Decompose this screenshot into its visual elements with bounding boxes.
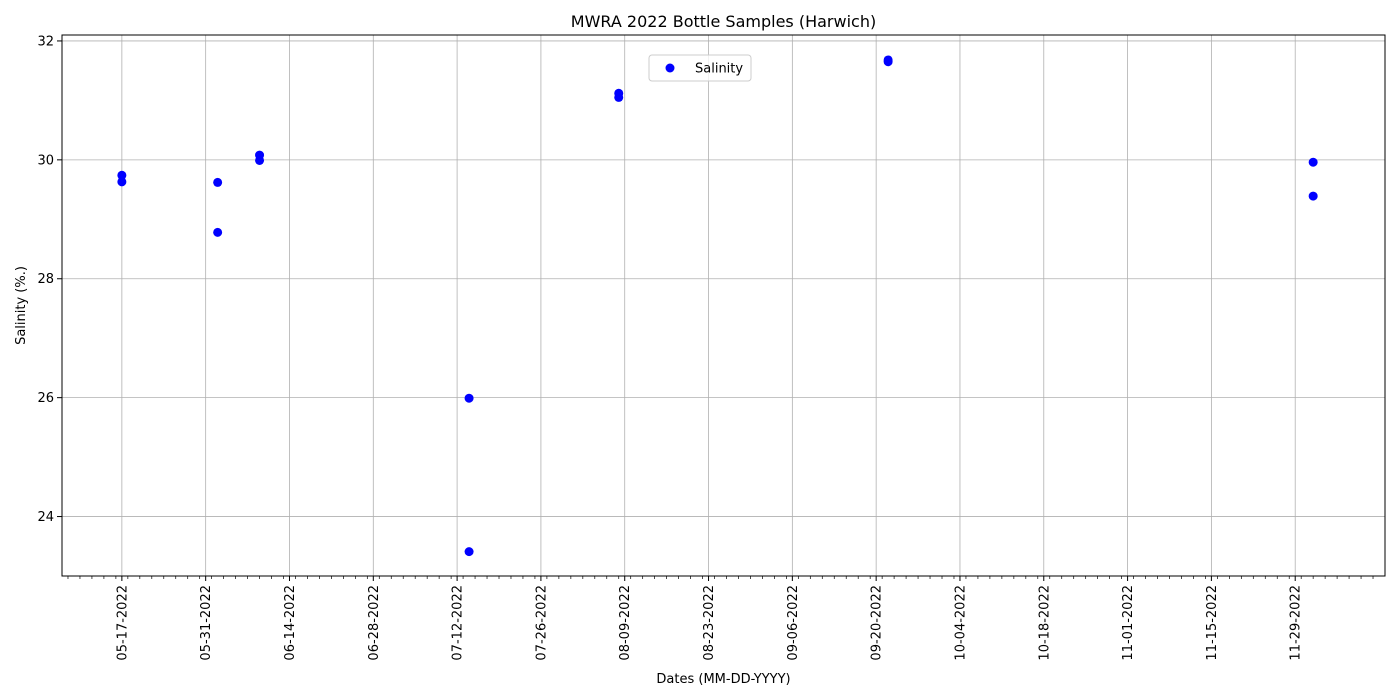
grid [62,35,1385,576]
y-axis-label: Salinity (%.) [14,266,29,345]
x-tick-label: 10-18-2022 [1037,585,1052,661]
x-tick-label: 08-23-2022 [702,585,717,661]
legend-label: Salinity [695,62,743,77]
x-tick-label: 09-06-2022 [786,585,801,661]
data-point [1308,191,1318,201]
x-tick-label: 05-31-2022 [199,585,214,661]
data-point [464,393,474,403]
x-tick-label: 11-15-2022 [1205,585,1220,661]
x-tick-label: 11-29-2022 [1289,585,1304,661]
data-point [883,57,893,67]
data-point [117,170,127,180]
data-point [117,177,127,187]
x-tick-label: 10-04-2022 [953,585,968,661]
legend-marker [665,63,675,73]
y-tick-label: 26 [37,391,54,406]
x-tick-label: 07-12-2022 [451,585,466,661]
y-tick-label: 28 [37,272,54,287]
y-tick-label: 24 [37,510,54,525]
x-tick-label: 11-01-2022 [1121,585,1136,661]
x-axis-label: Dates (MM-DD-YYYY) [656,672,790,687]
chart-title: MWRA 2022 Bottle Samples (Harwich) [571,12,876,31]
legend-box [648,54,752,82]
axes: 05-17-2022 05-31-2022 06-14-2022 06-28-2022… [37,34,1374,661]
data-point [213,227,223,237]
x-tick-label: 08-09-2022 [618,585,633,661]
data-points [117,55,1318,557]
x-tick-label: 06-28-2022 [367,585,382,661]
y-tick-label: 32 [37,34,54,49]
data-point [213,177,223,187]
plot-frame [61,34,1386,577]
data-point [464,547,474,557]
y-tick-label: 30 [37,153,54,168]
x-tick-label: 09-20-2022 [870,585,885,661]
data-point [1308,157,1318,167]
x-tick-label: 07-26-2022 [534,585,549,661]
x-tick-label: 05-17-2022 [115,585,130,661]
data-point [255,155,265,165]
data-point [614,92,624,102]
legend: Salinity [648,54,752,82]
x-tick-label: 06-14-2022 [283,585,298,661]
